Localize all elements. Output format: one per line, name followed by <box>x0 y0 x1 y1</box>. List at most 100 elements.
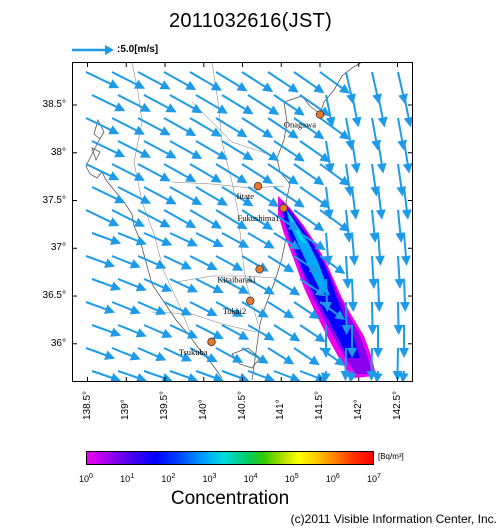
colorbar-unit: [Bq/m³] <box>378 452 404 461</box>
wind-arrow-icon <box>143 324 173 338</box>
wind-arrow-icon <box>85 301 116 314</box>
wind-arrow-icon <box>169 140 203 160</box>
wind-arrow-icon <box>241 209 274 230</box>
colorbar-tick-label: 102 <box>161 473 176 484</box>
wind-arrow-icon <box>137 255 167 269</box>
wind-arrow-icon <box>85 255 116 268</box>
wind-arrow-icon <box>321 278 332 312</box>
wind-arrow-icon <box>137 301 167 315</box>
wind-arrow-icon <box>247 94 280 115</box>
wind-arrow-icon <box>137 117 171 136</box>
wind-arrow-icon <box>215 301 244 317</box>
wind-arrow-icon <box>221 186 254 207</box>
wind-arrow-icon <box>267 71 299 93</box>
lat-tick-label: 38° <box>50 146 66 158</box>
lon-tick-label: 141° <box>275 399 287 420</box>
wind-arrow-icon <box>169 232 199 247</box>
map-canvas: Onagawa Iitate Fukushima1 Kitaibaraki Tokai2… <box>72 62 413 382</box>
wind-arrow-icon <box>241 301 269 318</box>
colorbar-tick-label: 101 <box>120 473 135 484</box>
wind-arrow-icon <box>91 324 122 337</box>
wind-arrow-icon <box>299 278 326 297</box>
wind-arrow-icon <box>189 301 218 317</box>
wind-arrow-icon <box>169 370 199 382</box>
wind-arrow-icon <box>273 324 301 342</box>
wind-arrow-icon <box>369 209 380 243</box>
wind-arrow-icon <box>117 94 151 112</box>
wind-arrow-icon <box>215 163 248 184</box>
wind-arrow-icon <box>91 232 122 245</box>
wind-arrow-icon <box>293 255 320 274</box>
map-panel: Onagawa Iitate Fukushima1 Kitaibaraki Tokai2… <box>72 62 413 382</box>
wind-arrow-icon <box>325 94 336 128</box>
copyright-text: (c)2011 Visible Information Center, Inc. <box>290 512 497 526</box>
wind-arrow-icon <box>117 232 147 246</box>
wind-arrow-icon <box>267 255 295 273</box>
wind-arrow-icon <box>221 324 250 340</box>
wind-arrow-icon <box>299 370 327 382</box>
wind-arrow-icon <box>322 232 333 266</box>
wind-arrow-icon <box>398 370 409 382</box>
wind-arrow-icon <box>91 94 126 112</box>
tick-marks <box>72 62 413 382</box>
wind-arrow-icon <box>221 278 250 294</box>
wind-arrow-icon <box>345 117 356 151</box>
site-markers: Onagawa Iitate Fukushima1 Kitaibaraki Tokai2… <box>179 110 325 357</box>
colorbar-tick-label: 105 <box>284 473 299 484</box>
wind-arrow-icon <box>293 117 325 140</box>
wind-arrow-icon <box>293 209 325 232</box>
map-title: 2011032616(JST) <box>168 10 333 32</box>
wind-arrow-icon <box>143 232 173 246</box>
wind-arrow-icon <box>368 255 379 289</box>
wind-arrow-icon <box>85 117 120 135</box>
wind-arrow-icon <box>299 324 326 343</box>
wind-arrow-icon <box>111 117 145 135</box>
wind-arrow-icon <box>85 347 116 360</box>
site-label: Fukushima1 <box>238 213 280 223</box>
colorbar-tick-label: 106 <box>325 473 340 484</box>
wind-arrow-icon <box>374 232 385 266</box>
wind-arrow-icon <box>143 186 177 205</box>
lon-tick-label: 142.5° <box>391 390 403 420</box>
wind-arrow-icon <box>85 163 120 181</box>
wind-arrow-icon <box>319 347 346 367</box>
wind-arrow-icon <box>195 278 224 294</box>
wind-arrow-icon <box>247 186 280 207</box>
wind-arrow-icon <box>163 117 197 137</box>
wind-arrow-icon <box>195 370 224 382</box>
wind-arrow-icon <box>111 71 145 89</box>
lon-tick-label: 138.5° <box>81 390 93 420</box>
wind-arrow-icon <box>299 140 331 163</box>
colorbar-tick-label: 104 <box>243 473 258 484</box>
lon-tick-label: 142° <box>352 399 364 420</box>
wind-arrow-icon <box>117 140 151 158</box>
wind-arrow-icon <box>195 324 224 340</box>
site-marker <box>255 265 264 274</box>
wind-arrow-icon <box>195 94 228 114</box>
wind-arrow-icon <box>143 140 177 159</box>
wind-arrow-icon <box>189 209 222 229</box>
wind-arrow-icon <box>395 209 406 243</box>
wind-arrow-icon <box>137 209 171 228</box>
wind-arrow-icon <box>117 370 147 382</box>
wind-arrow-icon <box>341 301 352 335</box>
wind-arrow-icon <box>293 347 320 366</box>
site-marker <box>315 110 325 119</box>
site-label: Iitate <box>237 191 255 201</box>
wind-arrow-icon <box>163 209 197 229</box>
wind-arrow-icon <box>371 117 382 151</box>
wind-arrow-icon <box>247 232 275 249</box>
lon-tick-label: 140.5° <box>236 390 248 420</box>
wind-arrow-icon <box>91 186 126 204</box>
site-label: Tokai2 <box>223 306 246 316</box>
wind-arrow-icon <box>215 347 244 363</box>
wind-arrow-icon <box>111 163 145 181</box>
wind-arrow-icon <box>117 278 147 292</box>
wind-arrow-icon <box>189 163 222 183</box>
colorbar-tick-label: 100 <box>79 473 93 484</box>
wind-arrow-icon <box>273 186 305 208</box>
wind-arrow-icon <box>195 232 224 248</box>
lon-tick-label: 139° <box>120 399 132 420</box>
wind-arrow-icon <box>267 301 295 319</box>
wind-arrow-icon <box>399 278 410 312</box>
